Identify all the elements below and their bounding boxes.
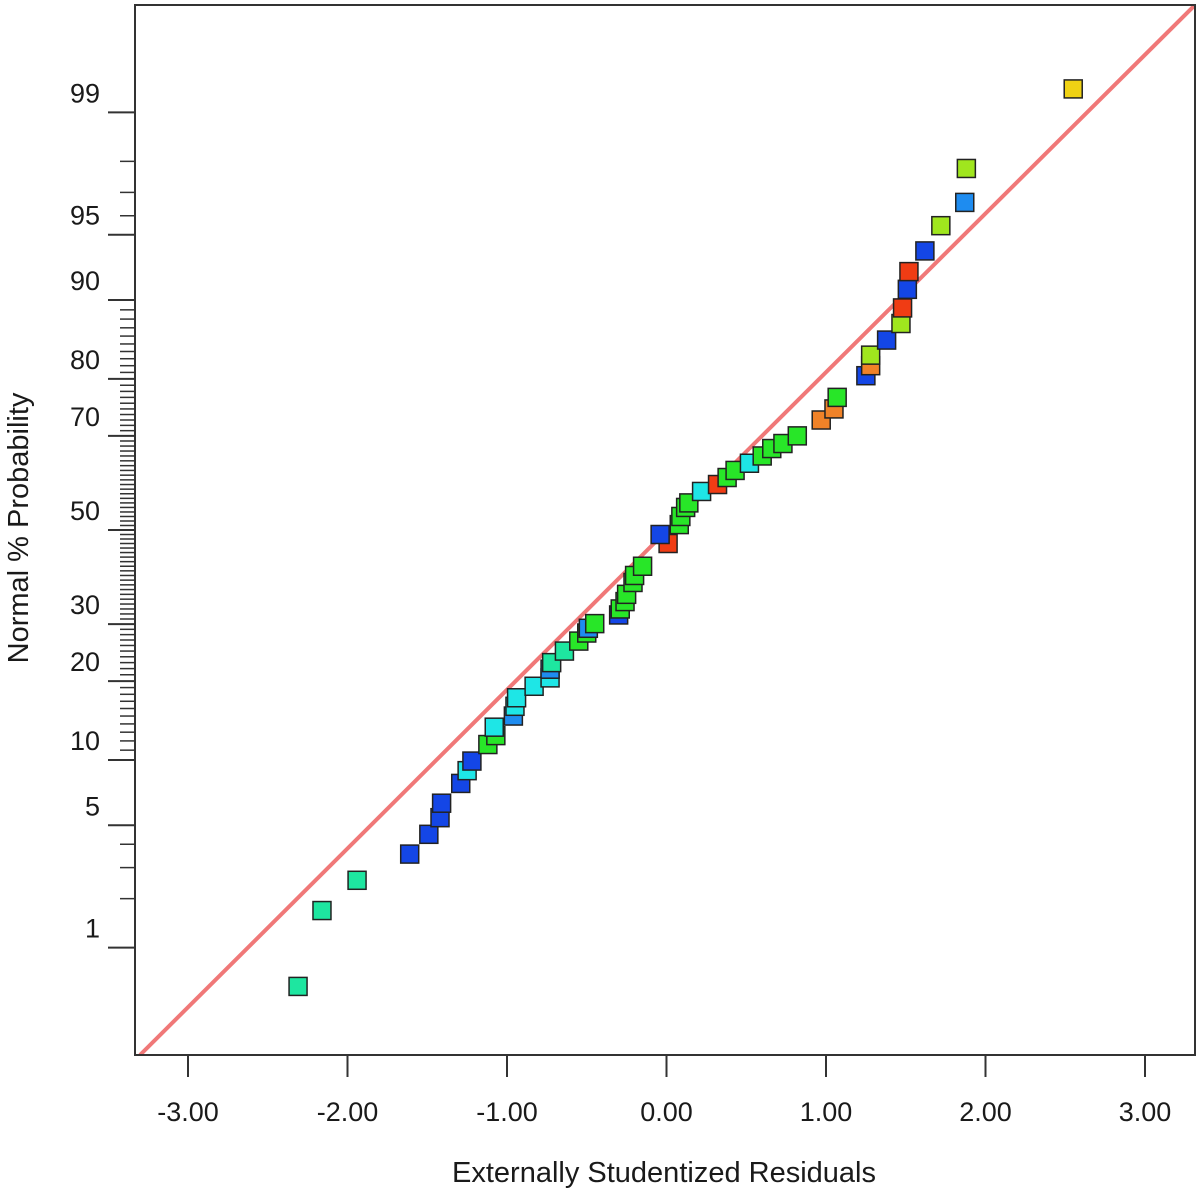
x-tick-label: -2.00 (317, 1097, 379, 1127)
data-point (955, 192, 975, 213)
data-point (860, 345, 881, 365)
data-point (956, 158, 977, 179)
data-point (584, 613, 605, 634)
data-point (288, 976, 308, 997)
data-point (650, 524, 670, 545)
x-tick-label: 0.00 (640, 1097, 693, 1127)
data-point (462, 751, 482, 771)
y-tick-label: 10 (70, 726, 100, 756)
data-points-layer (288, 79, 1083, 997)
data-point (931, 215, 951, 236)
data-point (632, 556, 653, 576)
y-tick-label: 90 (70, 266, 100, 296)
data-point (897, 279, 918, 300)
data-point (1063, 79, 1083, 99)
x-axis-title: Externally Studentized Residuals (452, 1157, 876, 1189)
data-point (506, 688, 527, 708)
y-tick-label: 70 (70, 402, 100, 432)
x-tick-label: 3.00 (1119, 1097, 1172, 1127)
y-tick-label: 99 (70, 78, 100, 108)
x-tick-label: -3.00 (157, 1097, 219, 1127)
x-tick-label: 1.00 (800, 1097, 853, 1127)
y-tick-label: 80 (70, 345, 100, 375)
x-tick-label: 2.00 (959, 1097, 1012, 1127)
data-point (484, 717, 504, 737)
y-axis-title: Normal % Probability (3, 392, 35, 663)
data-point (431, 793, 452, 813)
data-point (787, 426, 808, 446)
y-tick-label: 95 (70, 201, 100, 231)
data-point (554, 641, 575, 661)
y-tick-label: 20 (70, 647, 100, 677)
data-point (899, 261, 919, 282)
data-point (892, 298, 913, 318)
y-tick-label: 1 (85, 914, 100, 944)
y-tick-label: 30 (70, 590, 100, 620)
x-axis: -3.00 -2.00 -1.00 0.00 1.00 2.00 3.00 (157, 1055, 1171, 1127)
x-tick-label: -1.00 (476, 1097, 538, 1127)
data-point (312, 900, 332, 921)
y-axis: 1 5 10 20 30 50 70 80 90 95 99 (70, 78, 135, 949)
data-point (419, 824, 439, 845)
data-point (915, 241, 935, 261)
data-point (399, 844, 420, 864)
data-point (347, 870, 367, 891)
y-tick-label: 50 (70, 496, 100, 526)
data-point (876, 330, 897, 350)
y-tick-label: 5 (85, 791, 100, 821)
data-point (827, 387, 847, 408)
